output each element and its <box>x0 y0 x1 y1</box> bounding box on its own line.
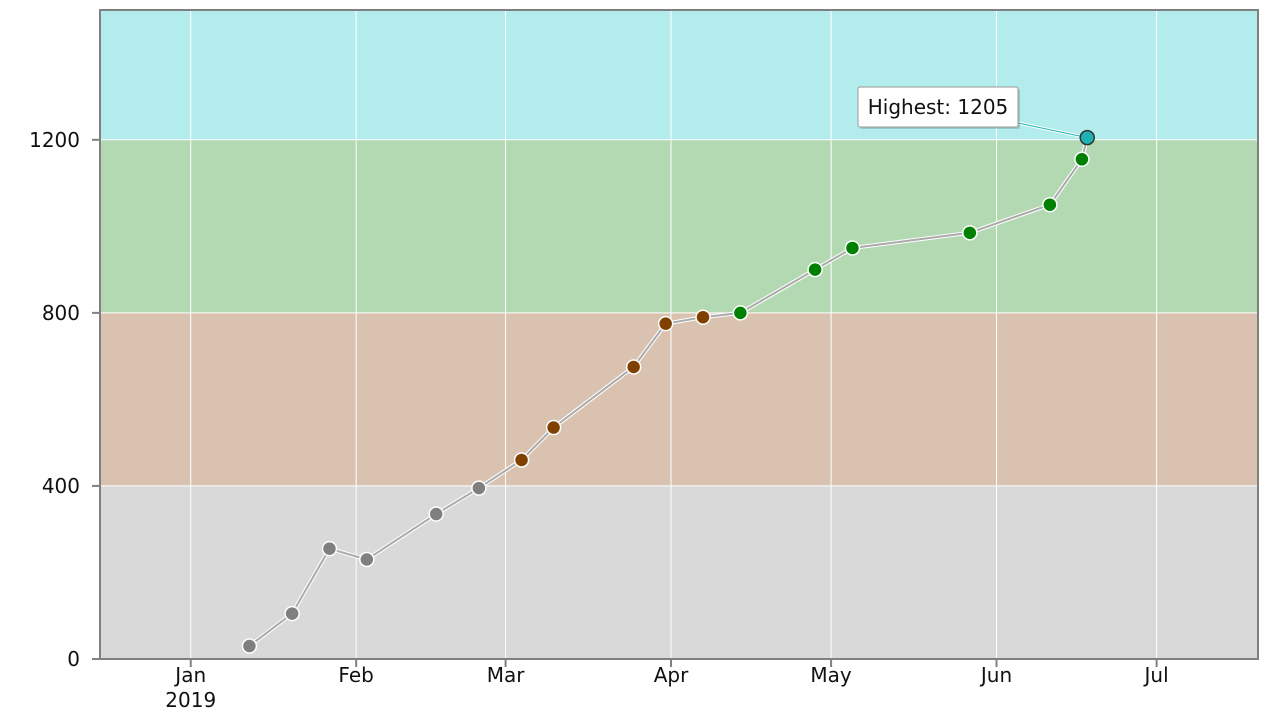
annotation-box <box>857 86 1019 128</box>
y-tick-label: 1200 <box>29 128 80 152</box>
data-point <box>321 540 338 557</box>
data-point <box>657 315 674 332</box>
value-band <box>100 139 1258 313</box>
x-tick-label: Jun <box>979 663 1012 687</box>
x-tick-label: Jan <box>173 663 206 687</box>
value-bands <box>100 10 1258 659</box>
y-tick-label: 400 <box>42 474 80 498</box>
data-point <box>284 605 300 622</box>
grid-lines <box>100 10 1258 660</box>
x-tick-label: Mar <box>487 663 526 687</box>
x-tick-label: Jul <box>1143 663 1169 687</box>
y-tick-label: 800 <box>42 301 80 325</box>
data-point <box>359 551 375 568</box>
x-tick-sublabel: 2019 <box>165 688 216 712</box>
x-tick-label: Feb <box>338 663 373 687</box>
data-point <box>695 309 711 325</box>
annotation-text: Highest: 1205 <box>868 95 1009 119</box>
data-point <box>471 480 487 496</box>
data-point <box>1074 151 1090 168</box>
data-point <box>241 638 258 654</box>
data-point <box>545 419 562 436</box>
value-band <box>100 485 1258 659</box>
x-tick-label: May <box>810 663 852 687</box>
y-axis-ticks: 0 400 800 1200 <box>29 128 100 671</box>
data-point <box>844 240 861 256</box>
y-tick-label: 0 <box>67 647 80 671</box>
data-point <box>428 506 444 522</box>
data-point <box>807 261 823 278</box>
data-point <box>513 452 530 468</box>
x-tick-label: Apr <box>654 663 689 687</box>
value-band <box>100 10 1258 140</box>
highest-point <box>1079 129 1095 146</box>
annotation-connector <box>1017 122 1088 139</box>
data-point <box>962 225 978 241</box>
data-point <box>625 359 642 375</box>
value-band <box>100 312 1258 486</box>
data-point <box>1042 196 1058 213</box>
data-point <box>732 305 749 321</box>
highest-annotation: Highest: 1205 <box>857 86 1095 146</box>
data-series <box>241 129 1095 654</box>
plot-frame <box>99 9 1259 660</box>
